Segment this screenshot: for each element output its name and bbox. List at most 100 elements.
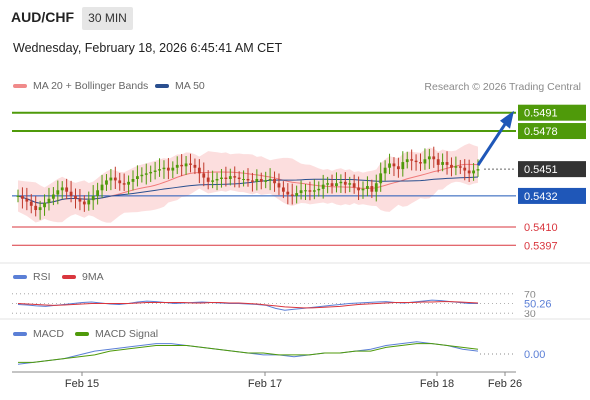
legend-rsi-ma: 9MA [62, 271, 104, 283]
candle-body [312, 190, 316, 192]
candle-body [136, 176, 139, 179]
candle-body [392, 163, 396, 167]
candle-body [215, 179, 219, 181]
candle-body [410, 159, 414, 161]
candle-body [144, 173, 148, 175]
level-tag-label: 0.5491 [524, 108, 558, 120]
level-tag-box [518, 104, 586, 121]
candle-body [184, 163, 188, 167]
legend-rsi: RSI [13, 271, 51, 283]
candle-body [127, 181, 130, 185]
candle-body [237, 177, 241, 179]
rsi-value-bg [520, 297, 554, 311]
candle-body [458, 166, 462, 168]
candle-body [105, 180, 108, 185]
candle-body [326, 183, 330, 185]
projection-arrow-head [500, 110, 514, 129]
x-axis-tick-label: Feb 15 [65, 378, 99, 390]
candle-body [427, 156, 431, 160]
rsi-ma-line [17, 301, 479, 309]
candle-body [193, 164, 197, 168]
legend-label-bb: MA 20 + Bollinger Bands [33, 80, 149, 92]
legend-label-ma50: MA 50 [175, 80, 205, 92]
candle-body [348, 183, 352, 185]
candle-body [34, 205, 38, 211]
candle-body [246, 179, 250, 181]
candle-body [100, 184, 104, 191]
candle-body [82, 201, 86, 205]
candle-body [450, 164, 453, 168]
candle-body [414, 160, 418, 163]
candle-body [233, 176, 237, 178]
candle-body [74, 195, 77, 199]
candle-body [299, 190, 303, 194]
legend-swatch-bb [13, 84, 27, 89]
candle-body [383, 167, 387, 174]
candle-body [335, 183, 338, 187]
symbol-title: AUD/CHF [11, 9, 74, 25]
candle-body [339, 181, 343, 184]
candle-body [366, 186, 369, 189]
candle-body [171, 167, 175, 171]
candle-body [206, 177, 210, 182]
rsi-line [17, 299, 478, 311]
candle-body [476, 169, 480, 171]
candle-body [131, 179, 135, 182]
candle-body [330, 183, 334, 187]
level-tag-label: 0.5397 [524, 240, 558, 252]
candle-body [109, 177, 113, 181]
candle-body [352, 183, 356, 188]
candle-body [401, 162, 405, 170]
candle-body [78, 198, 82, 202]
legend-label-macd-signal: MACD Signal [95, 328, 159, 340]
candle-body [60, 187, 64, 191]
candle-body [357, 187, 360, 191]
candle-body [149, 171, 153, 174]
candle-body [445, 162, 449, 165]
candle-body [43, 202, 46, 208]
candle-body [140, 174, 144, 177]
candle-body [286, 191, 290, 195]
level-tag-box [518, 187, 586, 204]
candle-body [122, 183, 126, 185]
candle-body [153, 170, 157, 172]
candle-body [224, 177, 228, 179]
candle-body [361, 188, 365, 191]
level-tag-box [518, 161, 586, 178]
candle-body [189, 163, 192, 165]
candle-body [158, 169, 161, 171]
candle-body [51, 194, 55, 199]
x-axis-tick-label: Feb 26 [488, 378, 522, 390]
candle-body [21, 195, 24, 199]
rsi-level-label: 70 [524, 289, 536, 301]
candle-body [419, 162, 422, 164]
candle-body [69, 191, 73, 196]
candle-body [304, 190, 307, 192]
candle-body [436, 159, 440, 165]
candle-body [463, 167, 467, 171]
timeframe-button[interactable]: 30 MIN [82, 7, 133, 30]
candle-body [374, 183, 378, 192]
candle-body [454, 166, 458, 168]
candle-body [228, 176, 232, 179]
legend-macd: MACD [13, 328, 64, 340]
candle-body [220, 177, 223, 179]
candle-body [472, 170, 475, 174]
candle-body [467, 170, 471, 174]
candle-body [56, 190, 60, 195]
level-tag-label: 0.5478 [524, 126, 558, 138]
candle-body [202, 173, 206, 178]
candle-body [47, 198, 51, 203]
legend-swatch-rsi [13, 275, 27, 280]
candle-body [432, 156, 436, 160]
legend-ma50: MA 50 [155, 80, 205, 92]
candle-body [29, 201, 33, 206]
candle-body [96, 190, 100, 196]
candle-body [113, 177, 117, 181]
legend-macd-signal: MACD Signal [75, 328, 158, 340]
candle-body [65, 187, 69, 192]
legend-bollinger: MA 20 + Bollinger Bands [13, 80, 148, 92]
legend-swatch-macd-signal [75, 332, 89, 337]
macd-value-label: 0.00 [524, 349, 545, 361]
